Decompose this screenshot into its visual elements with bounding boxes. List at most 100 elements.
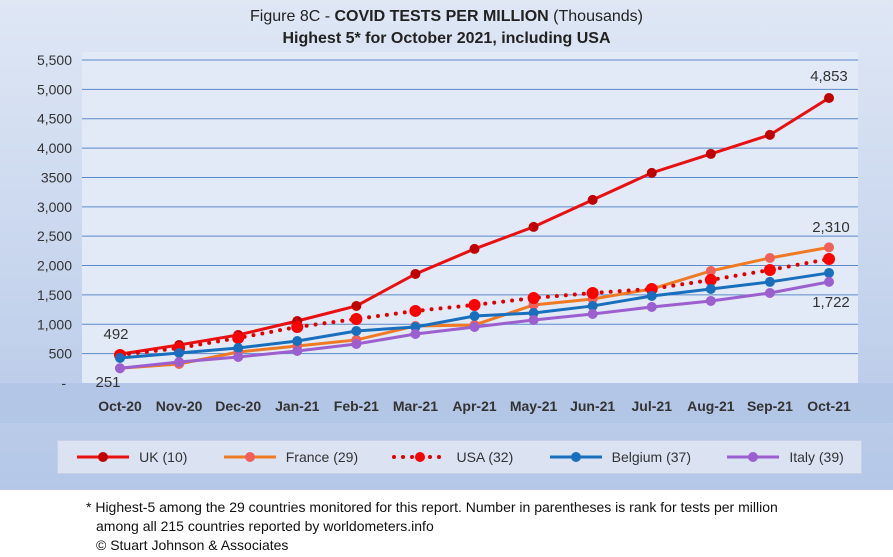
legend-item: France (29) (222, 449, 358, 465)
chart-title: Figure 8C - COVID TESTS PER MILLION (Tho… (0, 8, 893, 26)
data-point (409, 304, 422, 317)
data-point (410, 328, 421, 339)
data-point (586, 286, 599, 299)
y-tick-label: - (61, 375, 66, 391)
legend-item: UK (10) (75, 449, 187, 465)
y-tick-label: 1,000 (37, 316, 72, 332)
legend-marker-icon (77, 452, 130, 462)
data-point (528, 314, 539, 325)
data-label: 4,853 (810, 68, 848, 85)
chart-area: Figure 8C - COVID TESTS PER MILLION (Tho… (0, 0, 893, 490)
data-label: 2,310 (812, 219, 850, 236)
data-point (292, 336, 303, 347)
legend-marker-icon (392, 452, 449, 462)
x-tick-label: Oct-21 (807, 398, 851, 414)
legend: UK (10) France (29) USA (32) Belgium (37) It… (57, 440, 862, 474)
data-point (824, 276, 834, 287)
plot: - 500 1,000 1,500 2,000 2,500 3,000 3500 4,000 4,… (0, 52, 893, 423)
y-tick-label: 2,500 (37, 228, 72, 244)
data-point (292, 345, 303, 356)
y-tick-label: 500 (49, 346, 73, 362)
title-suffix: (Thousands) (548, 8, 643, 25)
y-tick-label: 3,000 (37, 199, 72, 215)
data-point (705, 283, 716, 294)
data-point (704, 273, 717, 286)
y-tick-label: 3500 (41, 169, 72, 185)
legend-marker-icon (727, 452, 780, 462)
data-point (824, 92, 834, 103)
data-point (232, 331, 245, 344)
data-point (646, 167, 657, 178)
footnote-line-3: © Stuart Johnson & Associates (96, 537, 289, 553)
footnote-line-1: * Highest-5 among the 29 countries monit… (86, 499, 778, 515)
data-point (763, 263, 776, 276)
legend-item: Belgium (37) (548, 449, 691, 465)
data-point (410, 321, 421, 332)
legend-label: UK (10) (139, 449, 188, 465)
x-tick-label: Jul-21 (632, 398, 673, 414)
legend-label: USA (32) (456, 449, 514, 465)
data-label: 1,722 (812, 294, 850, 311)
data-point (233, 351, 244, 362)
data-label: 492 (103, 326, 128, 343)
data-point (587, 194, 598, 205)
x-tick-label: Nov-20 (156, 398, 203, 414)
data-point (764, 129, 775, 140)
legend-marker-icon (223, 452, 276, 462)
data-point (469, 243, 480, 254)
y-tick-label: 2,000 (37, 258, 72, 274)
x-tick-label: Jun-21 (570, 398, 615, 414)
title-bold: COVID TESTS PER MILLION (334, 8, 549, 25)
data-point (764, 252, 775, 263)
data-point (115, 352, 125, 363)
data-point (174, 347, 185, 358)
data-point (174, 356, 185, 367)
y-tick-label: 1,500 (37, 287, 72, 303)
x-tick-label: May-21 (510, 398, 558, 414)
data-point (705, 295, 716, 306)
footnote: * Highest-5 among the 29 countries monit… (86, 498, 778, 555)
legend-marker-icon (549, 452, 602, 462)
data-point (233, 342, 244, 353)
data-point (587, 300, 598, 311)
data-point (587, 308, 598, 319)
plot-background (82, 52, 858, 383)
data-point (705, 148, 716, 159)
data-point (527, 291, 540, 304)
data-point (764, 287, 775, 298)
data-point (646, 290, 657, 301)
data-point (646, 301, 657, 312)
data-point (469, 310, 480, 321)
x-tick-label: Sep-21 (747, 398, 793, 414)
data-point (468, 298, 481, 311)
y-tick-label: 4,000 (37, 140, 72, 156)
x-axis-band (0, 383, 893, 423)
data-point (351, 325, 362, 336)
data-point (291, 320, 304, 333)
x-tick-label: Mar-21 (393, 398, 438, 414)
data-point (410, 268, 421, 279)
data-point (705, 265, 716, 276)
data-point (528, 307, 539, 318)
x-tick-label: Feb-21 (334, 398, 379, 414)
data-point (469, 321, 480, 332)
x-tick-label: Aug-21 (687, 398, 735, 414)
data-point (351, 339, 362, 350)
data-label: 251 (95, 374, 120, 391)
chart-subtitle: Highest 5* for October 2021, including U… (282, 30, 611, 47)
data-point (764, 276, 775, 287)
legend-item: Italy (39) (725, 449, 844, 465)
data-point (824, 267, 834, 278)
data-point (351, 300, 362, 311)
data-point (528, 221, 539, 232)
x-tick-label: Dec-20 (215, 398, 261, 414)
data-point (350, 312, 363, 325)
title-prefix: Figure 8C - (250, 8, 335, 25)
x-tick-label: Jan-21 (275, 398, 320, 414)
y-tick-label: 5,500 (37, 52, 72, 68)
legend-label: Belgium (37) (611, 449, 691, 465)
footnote-line-2: among all 215 countries reported by worl… (96, 518, 434, 534)
data-point (824, 242, 834, 253)
y-tick-label: 4,500 (37, 111, 72, 127)
x-tick-label: Oct-20 (98, 398, 142, 414)
